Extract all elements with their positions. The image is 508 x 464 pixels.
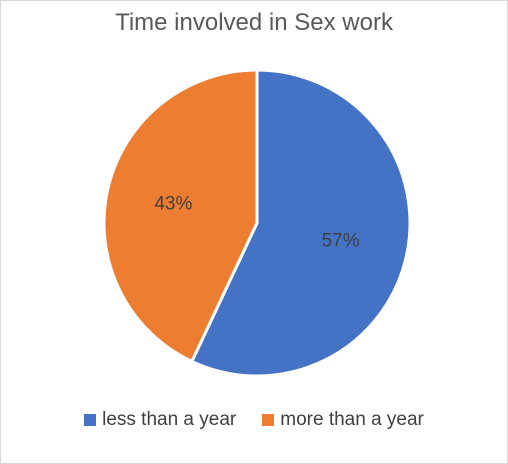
data-label-more-than-a-year: 43% [154,193,192,214]
legend-item-less-than-a-year: less than a year [84,409,236,431]
pie-slice-more-than-a-year [102,68,259,363]
legend-label-more-than-a-year: more than a year [280,409,424,430]
legend-label-less-than-a-year: less than a year [102,409,237,430]
pie-slice-less-than-a-year [190,68,412,378]
legend-item-more-than-a-year: more than a year [262,409,424,431]
data-label-less-than-a-year: 57% [322,231,360,252]
legend-swatch-more-than-a-year [262,414,275,426]
chart-title: Time involved in Sex work [115,9,393,36]
legend: less than a year more than a year [1,409,507,431]
legend-swatch-less-than-a-year [84,414,97,426]
